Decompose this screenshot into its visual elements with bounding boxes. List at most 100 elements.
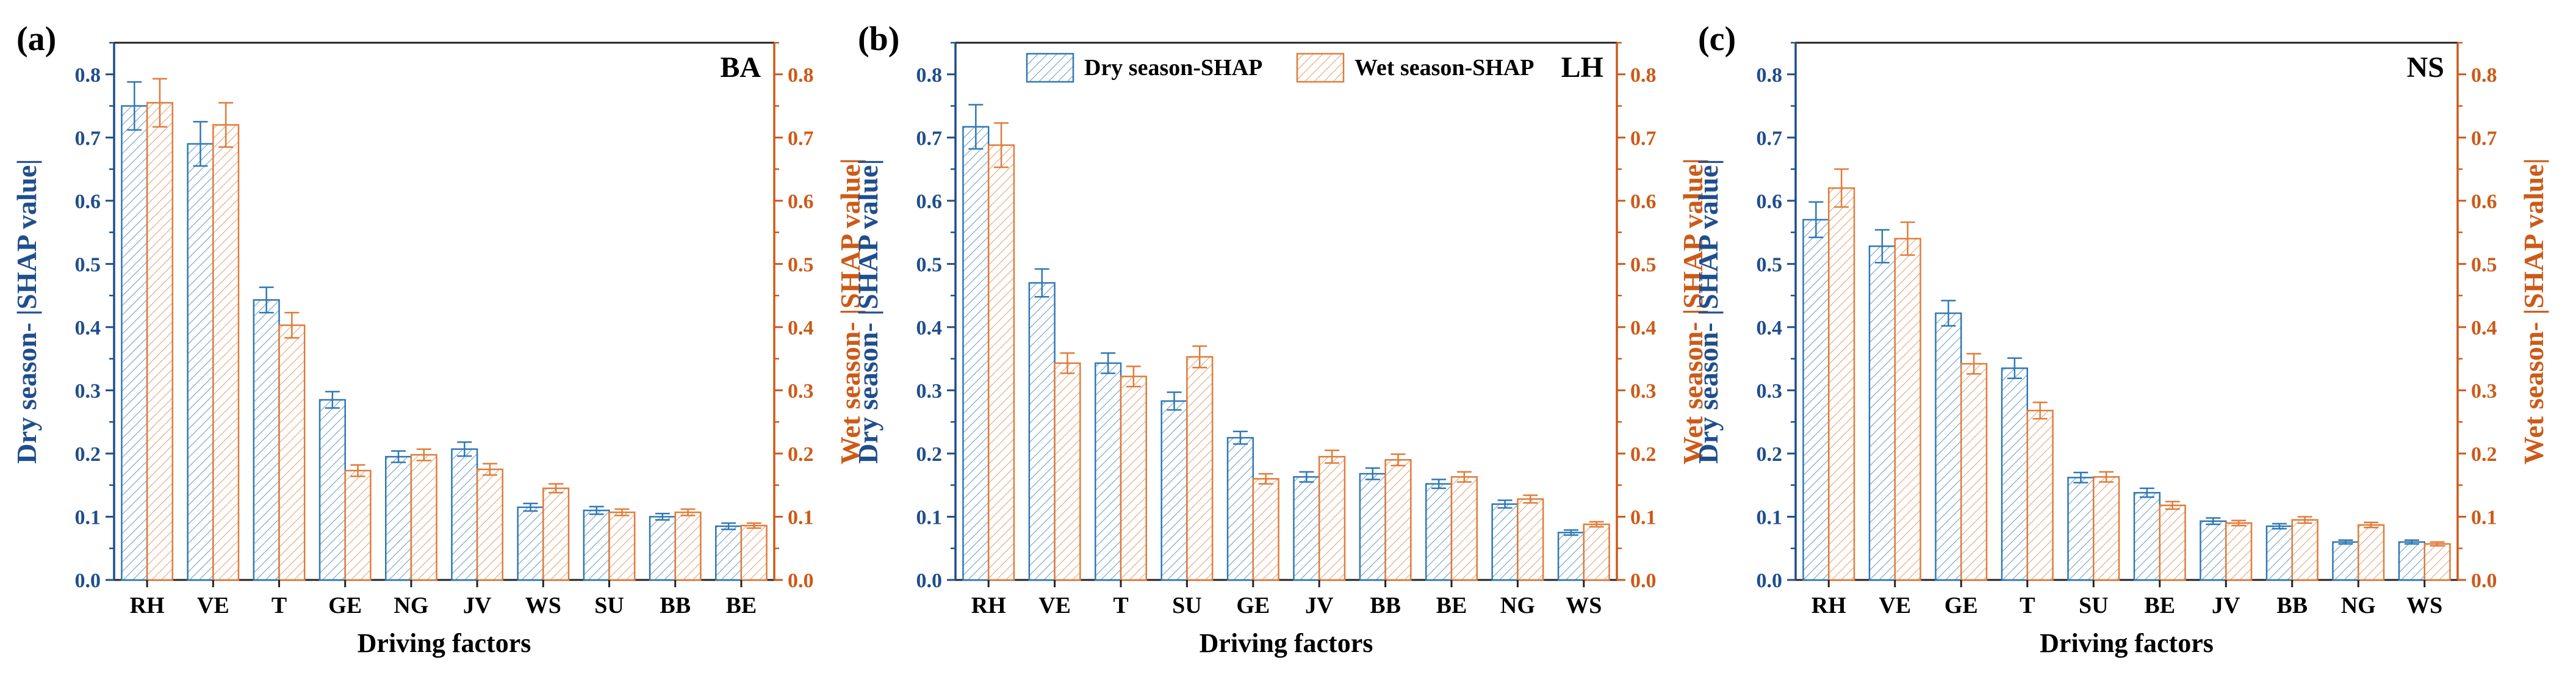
- legend: Dry season-SHAP Wet season-SHAP: [1026, 52, 1534, 83]
- wet-bar-su: [2093, 476, 2120, 581]
- dry-bar-bb: [649, 516, 676, 581]
- y-tick-label-left: 0.7: [1757, 127, 1783, 150]
- wet-bar-ws: [2423, 543, 2451, 581]
- wet-bar-ve: [1894, 237, 1921, 581]
- y-tick-label-left: 0.3: [75, 380, 101, 402]
- wet-bar-ng: [2358, 524, 2385, 581]
- dry-bar-ge: [1226, 436, 1254, 581]
- x-tick-label-t: T: [1113, 593, 1128, 618]
- x-tick-label-ng: NG: [2341, 593, 2376, 618]
- panel-label: (c): [1698, 20, 1736, 58]
- x-tick-label-ng: NG: [1500, 593, 1535, 618]
- x-tick-label-be: BE: [2144, 593, 2175, 618]
- wet-bar-ge: [1252, 478, 1279, 581]
- y-tick-label-left: 0.4: [916, 317, 943, 339]
- wet-bar-ng: [1517, 498, 1544, 581]
- y-axis-title-right: Wet season- |SHAP value|: [835, 158, 866, 465]
- y-axis-title-left: Dry season- |SHAP value|: [11, 159, 42, 463]
- wet-bar-be: [2159, 504, 2186, 581]
- x-tick-label-ge: GE: [1945, 593, 1978, 618]
- panel-label: (a): [16, 20, 56, 58]
- y-tick-label-left: 0.5: [1757, 253, 1783, 276]
- dry-bar-rh: [1802, 219, 1830, 581]
- dry-bar-be: [2133, 491, 2161, 581]
- wet-bar-su: [608, 511, 636, 581]
- dry-bar-rh: [121, 105, 148, 581]
- wet-bar-t: [2026, 410, 2054, 581]
- y-axis-title-right: Wet season- |SHAP value|: [1677, 158, 1708, 465]
- wet-bar-be: [740, 524, 768, 581]
- y-tick-label-left: 0.6: [1757, 190, 1783, 213]
- y-tick-label-right: 0.8: [2471, 64, 2497, 87]
- dry-bar-jv: [2200, 520, 2227, 581]
- legend-label-dry: Dry season-SHAP: [1084, 55, 1262, 81]
- y-tick-label-right: 0.5: [2471, 253, 2497, 276]
- y-tick-label-right: 0.0: [2471, 570, 2497, 592]
- legend-swatch-wet: [1296, 52, 1345, 83]
- dry-bar-ws: [2398, 541, 2426, 581]
- dry-bar-su: [1160, 400, 1188, 581]
- dry-bar-be: [714, 525, 743, 581]
- dry-bar-t: [2001, 367, 2029, 581]
- y-tick-label-right: 0.0: [788, 570, 814, 592]
- wet-bar-rh: [146, 102, 174, 581]
- dry-bar-jv: [1293, 476, 1320, 581]
- wet-bar-ws: [542, 487, 570, 581]
- x-tick-label-jv: JV: [2212, 593, 2240, 618]
- y-tick-label-left: 0.2: [75, 443, 101, 466]
- y-tick-label-left: 0.0: [916, 570, 943, 592]
- y-tick-label-left: 0.4: [75, 317, 101, 339]
- x-tick-label-bb: BB: [660, 593, 691, 618]
- wet-bar-ve: [212, 124, 240, 581]
- dry-bar-t: [253, 299, 280, 581]
- dry-bar-bb: [2265, 525, 2294, 581]
- wet-bar-jv: [476, 468, 504, 581]
- x-tick-label-ve: VE: [197, 593, 229, 618]
- y-tick-label-left: 0.8: [1757, 64, 1783, 87]
- y-tick-label-left: 0.2: [1757, 443, 1783, 466]
- y-tick-label-left: 0.2: [916, 443, 943, 466]
- y-tick-label-left: 0.1: [75, 506, 101, 529]
- dry-bar-ws: [1557, 532, 1585, 581]
- dry-bar-ge: [318, 399, 346, 581]
- dry-bar-ve: [1868, 245, 1896, 581]
- x-tick-label-su: SU: [2079, 593, 2109, 618]
- x-axis-title: Driving factors: [2040, 628, 2214, 658]
- y-tick-label-left: 0.6: [916, 190, 943, 213]
- dry-bar-ve: [187, 143, 214, 581]
- y-tick-label-right: 0.1: [2471, 506, 2497, 529]
- x-tick-label-jv: JV: [463, 593, 492, 618]
- y-tick-label-right: 0.5: [1630, 253, 1657, 276]
- x-tick-label-rh: RH: [971, 593, 1006, 618]
- x-tick-label-su: SU: [1172, 593, 1202, 618]
- y-tick-label-right: 0.6: [1630, 190, 1657, 213]
- site-label: BA: [720, 51, 761, 84]
- y-tick-label-left: 0.8: [75, 64, 101, 87]
- y-tick-label-right: 0.8: [1630, 64, 1657, 87]
- y-tick-label-right: 0.8: [788, 64, 814, 87]
- y-tick-label-right: 0.6: [788, 190, 814, 213]
- wet-bar-t: [1120, 375, 1147, 581]
- wet-bar-ve: [1054, 362, 1081, 581]
- dry-bar-ws: [517, 506, 544, 581]
- y-tick-label-left: 0.0: [1757, 570, 1783, 592]
- y-tick-label-right: 0.7: [1630, 127, 1657, 150]
- y-tick-label-left: 0.1: [1757, 506, 1783, 529]
- y-axis-title-right: Wet season- |SHAP value|: [2518, 158, 2549, 465]
- y-tick-label-right: 0.3: [1630, 380, 1657, 402]
- y-axis-title-left: Dry season- |SHAP value|: [852, 159, 883, 463]
- wet-bar-rh: [987, 144, 1015, 581]
- x-tick-label-ge: GE: [328, 593, 362, 618]
- y-tick-label-left: 0.7: [916, 127, 943, 150]
- dry-bar-t: [1095, 362, 1122, 581]
- site-label: NS: [2407, 51, 2444, 84]
- dry-bar-ng: [384, 455, 412, 581]
- panel-ns: 0.0 0.0 0.1 0.1 0.2 0.2 0.3 0.3 0.4 0.4 0.5 0.5 0.6 0…: [1693, 20, 2549, 658]
- y-tick-label-left: 0.5: [916, 253, 943, 276]
- x-axis-title: Driving factors: [358, 628, 531, 658]
- wet-bar-su: [1186, 356, 1214, 581]
- x-tick-label-ve: VE: [1879, 593, 1911, 618]
- y-tick-label-left: 0.0: [75, 570, 101, 592]
